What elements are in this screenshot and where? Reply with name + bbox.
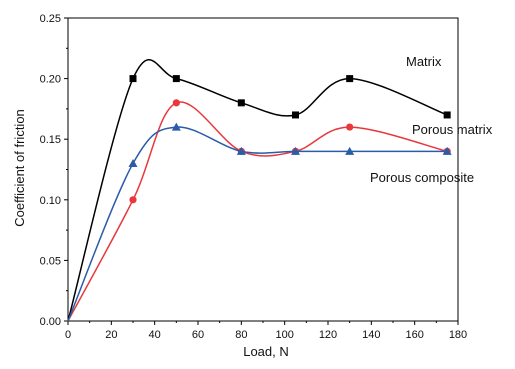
x-tick-label: 140 [362, 329, 380, 341]
data-point [291, 146, 300, 155]
x-tick-label: 120 [319, 329, 337, 341]
series-line [67, 101, 448, 322]
data-point [345, 146, 355, 155]
series-1 [67, 99, 451, 322]
y-tick-label: 0.25 [40, 13, 61, 25]
data-point [236, 146, 246, 155]
series-label: Matrix [406, 54, 442, 69]
series-line [67, 59, 448, 322]
y-tick-label: 0.10 [40, 195, 61, 207]
data-point [443, 111, 451, 119]
y-tick-label: 0.20 [40, 74, 61, 86]
y-tick-label: 0.15 [40, 134, 61, 146]
x-tick-label: 0 [65, 329, 71, 341]
series-2 [67, 122, 452, 322]
data-point [172, 75, 180, 83]
data-point [442, 146, 452, 155]
data-point [292, 111, 299, 119]
data-point [171, 122, 181, 131]
x-axis-label: Load, N [243, 344, 289, 359]
x-tick-label: 40 [149, 329, 161, 341]
y-tick-label: 0.05 [40, 255, 61, 267]
series-label: Porous composite [370, 170, 474, 185]
series-0 [67, 59, 451, 322]
data-point [129, 75, 137, 83]
data-point [237, 99, 245, 107]
x-tick-label: 180 [449, 329, 467, 341]
x-tick-label: 80 [235, 329, 247, 341]
data-point [346, 123, 354, 131]
data-point [172, 99, 180, 107]
x-tick-label: 100 [275, 329, 293, 341]
x-tick-label: 160 [405, 329, 423, 341]
plot-axes: 0 20 40 60 80 100 120 140 160 180 0.00 0.05 0.10 0.15… [40, 13, 468, 341]
labels-layer: Matrix Porous matrix Porous composite [370, 54, 493, 185]
data-point [346, 75, 354, 83]
data-point [129, 196, 137, 204]
x-tick-label: 60 [192, 329, 204, 341]
data-point [128, 158, 138, 168]
series-layer [67, 59, 452, 322]
x-tick-label: 20 [105, 329, 117, 341]
series-label: Porous matrix [412, 122, 493, 137]
y-axis-label: Coefficient of friction [12, 109, 27, 227]
y-tick-label: 0.00 [40, 316, 61, 328]
